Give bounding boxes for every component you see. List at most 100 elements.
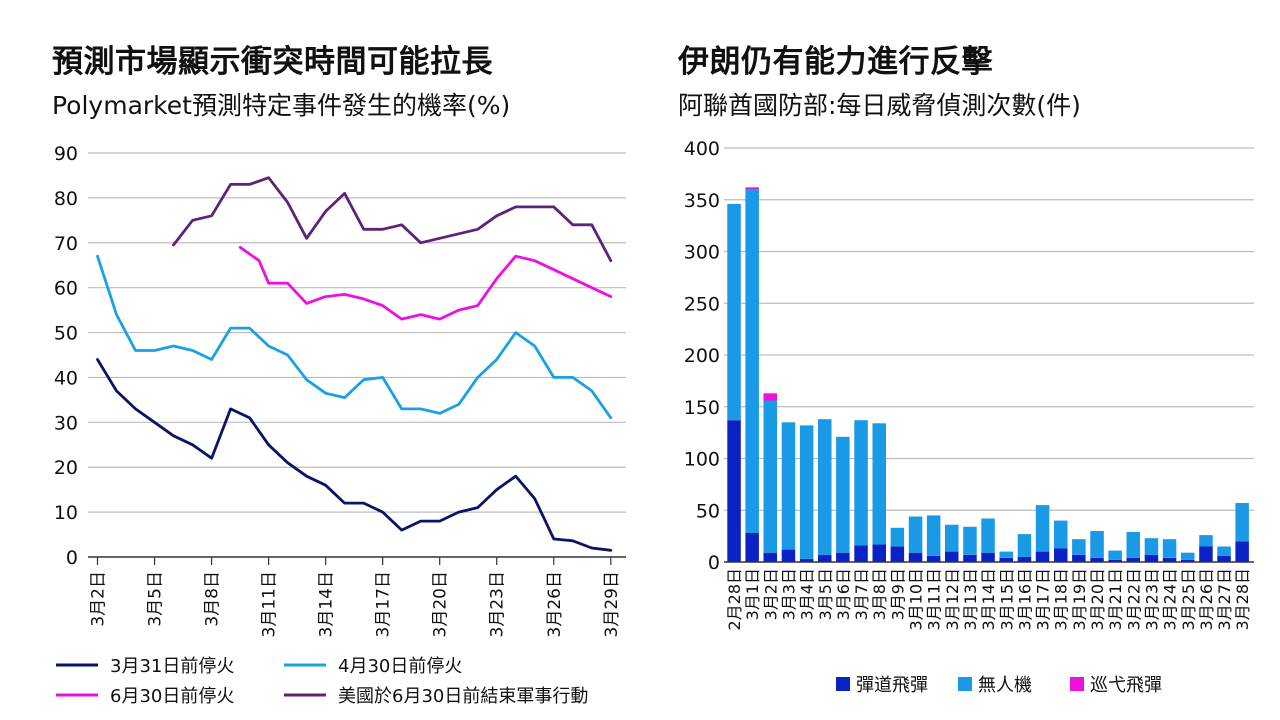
bar-segment-2 bbox=[1108, 550, 1122, 560]
left-x-tick-label: 3月11日 bbox=[260, 571, 280, 637]
bar-segment-1 bbox=[1144, 554, 1159, 562]
right-x-tick-label: 3月23日 bbox=[1142, 568, 1161, 631]
bar-segment-2 bbox=[763, 400, 777, 553]
bar-segment-1 bbox=[1108, 559, 1122, 562]
bar-segment-2 bbox=[1181, 552, 1195, 560]
bar-segment-2 bbox=[854, 420, 868, 546]
left-y-tick-label: 70 bbox=[54, 233, 78, 255]
right-legend-label-2: 無人機 bbox=[978, 675, 1032, 696]
right-y-tick-label: 250 bbox=[684, 293, 720, 315]
right-x-tick-label: 3月11日 bbox=[925, 568, 944, 631]
left-legend-label-4: 美國於6月30日前結束軍事行動 bbox=[338, 686, 588, 707]
right-x-tick-label: 3月10日 bbox=[907, 568, 926, 631]
left-y-tick-label: 60 bbox=[54, 278, 78, 300]
right-x-tick-label: 3月13日 bbox=[961, 568, 980, 631]
left-x-tick-label: 3月14日 bbox=[317, 571, 337, 637]
bar-segment-2 bbox=[1162, 539, 1177, 558]
right-x-tick-label: 3月14日 bbox=[979, 568, 998, 631]
bar-segment-2 bbox=[836, 436, 850, 553]
left-x-tick-label: 3月20日 bbox=[431, 571, 451, 637]
bar-segment-1 bbox=[1072, 554, 1086, 562]
right-legend-swatch-1 bbox=[836, 677, 850, 691]
right-y-tick-label: 200 bbox=[684, 345, 720, 367]
bar-segment-1 bbox=[1199, 546, 1213, 562]
bar-segment-2 bbox=[872, 423, 886, 545]
left-x-tick-label: 3月2日 bbox=[89, 571, 109, 627]
right-legend-label-3: 巡弋飛彈 bbox=[1090, 675, 1162, 696]
left-x-tick-label: 3月26日 bbox=[545, 571, 565, 637]
bar-segment-2 bbox=[1035, 505, 1050, 552]
left-legend-label-1: 3月31日前停火 bbox=[110, 656, 234, 677]
right-x-tick-label: 3月26日 bbox=[1197, 568, 1216, 631]
right-x-tick-label: 3月15日 bbox=[997, 568, 1016, 631]
right-x-tick-label: 3月17日 bbox=[1034, 568, 1053, 631]
bar-segment-1 bbox=[1090, 557, 1104, 562]
right-chart-title: 伊朗仍有能力進行反擊 bbox=[678, 44, 993, 80]
right-x-tick-label: 2月28日 bbox=[725, 568, 744, 631]
right-x-tick-label: 3月7日 bbox=[852, 568, 871, 620]
line-series-2 bbox=[96, 254, 613, 420]
right-y-tick-label: 150 bbox=[684, 397, 720, 419]
bar-segment-1 bbox=[745, 533, 759, 562]
bar-segment-1 bbox=[836, 552, 850, 562]
left-legend-label-3: 6月30日前停火 bbox=[110, 686, 234, 707]
right-x-tick-label: 3月20日 bbox=[1088, 568, 1107, 631]
bar-segment-1 bbox=[945, 551, 959, 562]
line-series-1 bbox=[96, 358, 613, 552]
left-y-tick-label: 10 bbox=[54, 502, 78, 524]
bar-segment-1 bbox=[926, 555, 941, 562]
line-series-4 bbox=[172, 176, 613, 263]
right-legend-swatch-3 bbox=[1070, 677, 1084, 691]
right-x-tick-label: 3月21日 bbox=[1106, 568, 1125, 631]
bar-segment-1 bbox=[999, 557, 1013, 562]
bar-segment-1 bbox=[981, 552, 995, 562]
left-x-tick-label: 3月8日 bbox=[203, 571, 223, 627]
left-chart-subtitle: Polymarket預測特定事件發生的機率(%) bbox=[52, 91, 511, 120]
bar-segment-1 bbox=[1162, 557, 1177, 562]
right-x-tick-label: 3月3日 bbox=[779, 568, 798, 620]
bar-segment-1 bbox=[1035, 551, 1050, 562]
bar-segment-2 bbox=[890, 527, 905, 547]
right-chart-subtitle: 阿聯酋國防部:每日威脅偵測次數(件) bbox=[678, 91, 1081, 120]
left-y-tick-label: 30 bbox=[54, 412, 78, 434]
bar-segment-1 bbox=[1054, 548, 1068, 562]
right-y-tick-label: 300 bbox=[684, 242, 720, 264]
right-x-tick-label: 3月12日 bbox=[943, 568, 962, 631]
right-x-tick-label: 3月1日 bbox=[743, 568, 762, 620]
right-x-tick-label: 3月22日 bbox=[1124, 568, 1143, 631]
bar-segment-2 bbox=[1017, 534, 1032, 557]
right-x-tick-label: 3月28日 bbox=[1233, 568, 1252, 631]
right-x-tick-label: 3月16日 bbox=[1015, 568, 1034, 631]
bar-segment-1 bbox=[890, 546, 905, 562]
bar-segment-2 bbox=[1217, 546, 1231, 556]
left-y-tick-label: 50 bbox=[54, 323, 78, 345]
left-chart-title: 預測市場顯示衝突時間可能拉長 bbox=[52, 44, 493, 80]
right-x-tick-label: 3月2日 bbox=[761, 568, 780, 620]
left-x-tick-label: 3月23日 bbox=[488, 571, 508, 637]
bar-segment-1 bbox=[908, 552, 923, 562]
bar-segment-1 bbox=[763, 552, 777, 562]
bar-segment-2 bbox=[727, 203, 741, 421]
right-x-tick-label: 3月4日 bbox=[798, 568, 817, 620]
bar-segment-1 bbox=[781, 549, 796, 562]
bar-segment-2 bbox=[999, 551, 1013, 558]
bar-segment-1 bbox=[799, 558, 814, 562]
right-x-tick-label: 3月8日 bbox=[870, 568, 889, 620]
bar-segment-2 bbox=[1199, 535, 1213, 547]
bar-segment-1 bbox=[1217, 555, 1231, 562]
right-x-tick-label: 3月19日 bbox=[1070, 568, 1089, 631]
left-y-tick-label: 40 bbox=[54, 367, 78, 389]
bar-segment-2 bbox=[799, 425, 814, 559]
left-x-tick-label: 3月5日 bbox=[146, 571, 166, 627]
right-y-tick-label: 0 bbox=[708, 552, 720, 574]
bar-segment-2 bbox=[1072, 539, 1086, 555]
right-y-tick-label: 350 bbox=[684, 190, 720, 212]
bar-segment-2 bbox=[818, 419, 832, 555]
bar-segment-1 bbox=[818, 554, 832, 562]
bar-segment-2 bbox=[1054, 520, 1068, 549]
left-y-tick-label: 20 bbox=[54, 457, 78, 479]
bar-segment-2 bbox=[1144, 538, 1159, 555]
bar-segment-2 bbox=[1126, 532, 1140, 558]
bar-segment-2 bbox=[1235, 503, 1249, 542]
left-y-tick-label: 0 bbox=[66, 547, 78, 569]
